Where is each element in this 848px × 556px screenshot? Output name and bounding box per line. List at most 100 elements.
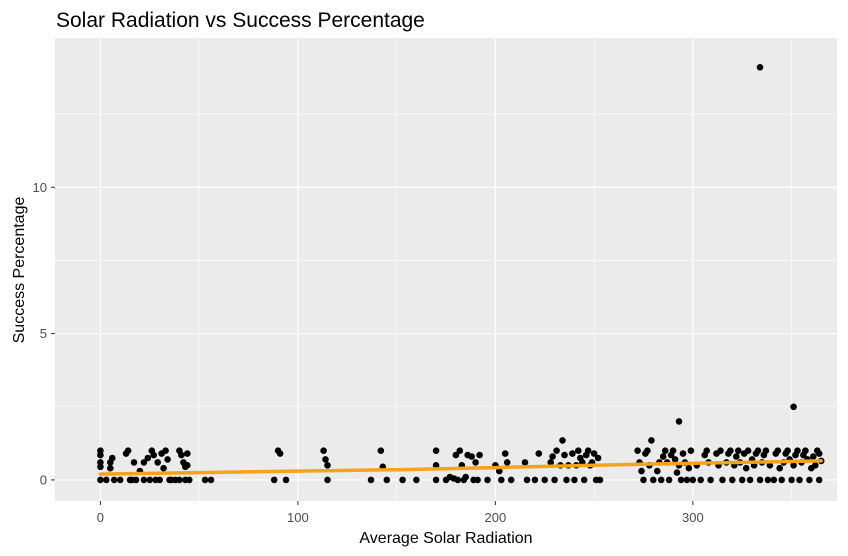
data-point bbox=[184, 462, 191, 469]
data-point bbox=[685, 464, 693, 472]
data-point bbox=[788, 476, 795, 484]
x-tick-label: 0 bbox=[97, 510, 104, 525]
data-point bbox=[707, 476, 714, 484]
data-point bbox=[815, 476, 823, 484]
data-point bbox=[156, 476, 163, 484]
data-point bbox=[580, 476, 588, 484]
data-point bbox=[201, 476, 209, 484]
data-point bbox=[596, 476, 604, 484]
data-point bbox=[654, 467, 661, 475]
data-point bbox=[377, 447, 385, 455]
data-point bbox=[399, 476, 406, 484]
y-tick-label: 0 bbox=[40, 472, 47, 487]
data-point bbox=[590, 450, 598, 457]
data-point bbox=[535, 450, 543, 457]
data-point bbox=[160, 464, 167, 472]
data-point bbox=[766, 462, 774, 469]
data-point bbox=[796, 476, 803, 484]
data-point bbox=[683, 476, 691, 484]
data-point bbox=[559, 437, 566, 444]
data-point bbox=[474, 476, 481, 484]
data-point bbox=[324, 476, 331, 484]
data-point bbox=[452, 451, 460, 459]
x-axis-title: Average Solar Radiation bbox=[359, 530, 532, 547]
data-point bbox=[176, 476, 183, 484]
data-point bbox=[563, 476, 570, 484]
data-point bbox=[521, 459, 529, 466]
data-point bbox=[322, 456, 329, 463]
data-point bbox=[132, 476, 140, 484]
data-point bbox=[687, 447, 695, 455]
data-point bbox=[669, 447, 677, 455]
data-point bbox=[186, 476, 193, 484]
data-point bbox=[764, 476, 772, 484]
data-point bbox=[744, 447, 752, 455]
data-point bbox=[729, 476, 736, 484]
data-point bbox=[738, 476, 746, 484]
data-point bbox=[150, 451, 157, 459]
minor-gridlines bbox=[55, 38, 837, 501]
data-point bbox=[671, 456, 679, 463]
data-point bbox=[648, 437, 655, 444]
data-point bbox=[432, 462, 440, 469]
data-point bbox=[462, 473, 470, 481]
data-point bbox=[697, 476, 704, 484]
data-point bbox=[575, 447, 582, 455]
data-point bbox=[776, 464, 783, 472]
data-point bbox=[661, 447, 669, 455]
data-point bbox=[103, 476, 110, 484]
data-point bbox=[270, 476, 278, 484]
data-point bbox=[754, 447, 762, 455]
data-point bbox=[110, 476, 118, 484]
data-point bbox=[689, 476, 697, 484]
x-tick-label: 300 bbox=[682, 510, 704, 525]
data-point bbox=[367, 476, 375, 484]
data-point bbox=[815, 450, 823, 457]
data-point bbox=[276, 450, 284, 457]
data-point bbox=[806, 476, 813, 484]
chart-title: Solar Radiation vs Success Percentage bbox=[56, 9, 425, 32]
data-point bbox=[650, 476, 657, 484]
data-point bbox=[109, 454, 116, 462]
data-point bbox=[472, 459, 479, 466]
data-point bbox=[164, 456, 171, 463]
data-point bbox=[501, 450, 509, 457]
data-point bbox=[413, 476, 420, 484]
data-point bbox=[571, 476, 578, 484]
data-point bbox=[794, 447, 801, 455]
data-point bbox=[634, 447, 641, 455]
data-point bbox=[498, 476, 505, 484]
plot-panel bbox=[55, 38, 837, 501]
tick-labels: 0 100 200 300 0 5 10 bbox=[33, 180, 704, 525]
data-point bbox=[130, 459, 138, 466]
data-point bbox=[146, 476, 154, 484]
data-point bbox=[124, 447, 132, 455]
data-point bbox=[496, 467, 503, 475]
data-point bbox=[184, 450, 191, 457]
data-point bbox=[432, 476, 440, 484]
data-point bbox=[727, 447, 734, 455]
data-point bbox=[638, 467, 645, 475]
data-point bbox=[468, 453, 476, 460]
y-tick-label: 5 bbox=[40, 326, 47, 341]
data-point bbox=[703, 447, 710, 455]
data-point bbox=[746, 476, 754, 484]
data-point bbox=[756, 64, 764, 71]
data-point bbox=[756, 476, 764, 484]
data-point bbox=[735, 447, 742, 455]
data-point bbox=[762, 447, 770, 455]
data-point bbox=[810, 453, 817, 460]
data-point bbox=[742, 464, 750, 472]
data-point bbox=[790, 403, 797, 411]
data-point bbox=[116, 476, 124, 484]
data-point bbox=[531, 476, 539, 484]
data-point bbox=[644, 447, 651, 455]
data-point bbox=[547, 459, 554, 466]
y-tick-label: 10 bbox=[33, 180, 47, 195]
data-point bbox=[549, 453, 556, 460]
data-point bbox=[594, 454, 602, 462]
data-point bbox=[719, 476, 726, 484]
data-point bbox=[657, 476, 665, 484]
data-point bbox=[454, 476, 462, 484]
x-tick-label: 100 bbox=[287, 510, 309, 525]
